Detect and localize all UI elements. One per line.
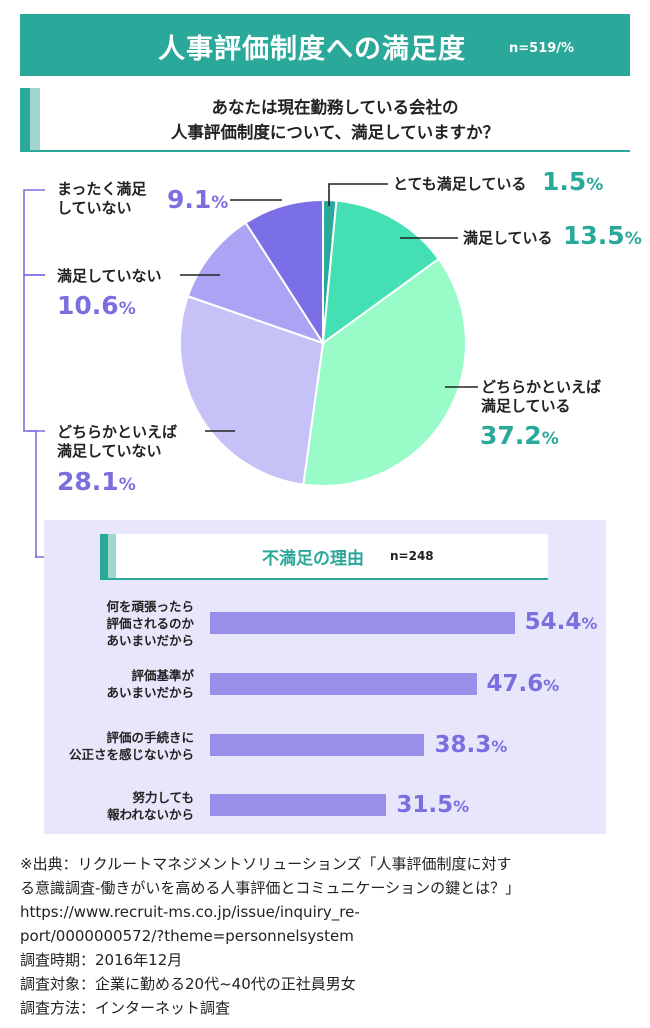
- source-line-1: ※出典：リクルートマネジメントソリューションズ「人事評価制度に対す: [20, 855, 512, 873]
- pie-slice-5: [244, 198, 324, 347]
- label-dissatisfied: 満足していない: [57, 267, 162, 285]
- reasons-accent-bar: [100, 534, 108, 578]
- flow-arrow: [23, 189, 45, 558]
- label-not-at-all-1: まったく満足: [57, 180, 147, 198]
- source-url-2: port/0000000572/?theme=personnelsystem: [20, 927, 354, 945]
- question-box: あなたは現在勤務している会社の 人事評価制度について、満足していますか？: [20, 88, 630, 152]
- source-line-2: る意識調査-働きがいを高める人事評価とコミュニケーションの鍵とは？」: [20, 879, 521, 897]
- bar-label-0: 何を頑張ったら 評価されるのか あいまいだから: [106, 599, 194, 648]
- source-url-1: https://www.recruit-ms.co.jp/issue/inqui…: [20, 903, 360, 921]
- bar-pct-2: 38.3%: [434, 732, 508, 758]
- question-line-1: あなたは現在勤務している会社の: [211, 98, 459, 117]
- bar-label-1: 評価基準が あいまいだから: [106, 668, 194, 700]
- bar-pct-0: 54.4%: [524, 609, 598, 635]
- leader-very-satisfied: [328, 183, 388, 206]
- pct-satisfied: 13.5%: [563, 221, 642, 250]
- survey-period: 調査時期：2016年12月: [20, 951, 183, 969]
- survey-method: 調査方法：インターネット調査: [20, 999, 231, 1017]
- pct-dissatisfied: 10.6%: [57, 291, 136, 320]
- bar-label-2: 評価の手続きに 公正さを感じないから: [68, 730, 194, 762]
- sample-size: n=519/%: [509, 41, 575, 56]
- label-somewhat-satisfied-1: どちらかといえば: [481, 378, 602, 396]
- pct-somewhat-satisfied: 37.2%: [480, 421, 559, 450]
- pct-very-satisfied: 1.5%: [542, 167, 604, 196]
- source-notes: ※出典：リクルートマネジメントソリューションズ「人事評価制度に対す る意識調査-…: [20, 852, 640, 1020]
- reasons-header: 不満足の理由 n=248: [100, 534, 548, 580]
- reasons-accent-bar-light: [108, 534, 116, 578]
- bar-pct-3: 31.5%: [396, 792, 470, 818]
- label-somewhat-dissatisfied-1: どちらかといえば: [57, 423, 178, 441]
- leader-lines: [180, 183, 478, 432]
- pie-chart: [23, 183, 478, 558]
- label-not-at-all-2: していない: [57, 199, 132, 217]
- pie-slice-2: [302, 257, 467, 487]
- label-satisfied: 満足している: [463, 229, 553, 247]
- question-line-2: 人事評価制度について、満足していますか？: [170, 123, 500, 142]
- question-accent-bar: [20, 88, 30, 150]
- pie-slice-1: [321, 199, 441, 346]
- bar-3: [210, 794, 387, 816]
- pct-somewhat-dissatisfied: 28.1%: [57, 467, 136, 496]
- bar-pct-1: 47.6%: [486, 671, 560, 697]
- pie-slice-3: [179, 294, 325, 486]
- page-title: 人事評価制度への満足度: [158, 34, 466, 65]
- label-very-satisfied: とても満足している: [393, 175, 527, 193]
- pie-slices: [179, 198, 467, 487]
- reasons-sample-size: n=248: [390, 549, 434, 563]
- bar-1: [210, 673, 477, 695]
- label-somewhat-satisfied-2: 満足している: [481, 397, 571, 415]
- pie-slice-4: [186, 221, 326, 345]
- label-somewhat-dissatisfied-2: 満足していない: [57, 442, 162, 460]
- bar-2: [210, 734, 425, 756]
- bar-label-3: 努力しても 報われないから: [107, 790, 194, 822]
- question-accent-bar-light: [30, 88, 40, 150]
- title-banner: 人事評価制度への満足度 n=519/%: [20, 14, 630, 76]
- pct-not-at-all: 9.1%: [167, 185, 229, 214]
- survey-target: 調査対象：企業に勤める20代~40代の正社員男女: [20, 975, 356, 993]
- reasons-title: 不満足の理由: [262, 549, 364, 569]
- bar-0: [210, 612, 515, 634]
